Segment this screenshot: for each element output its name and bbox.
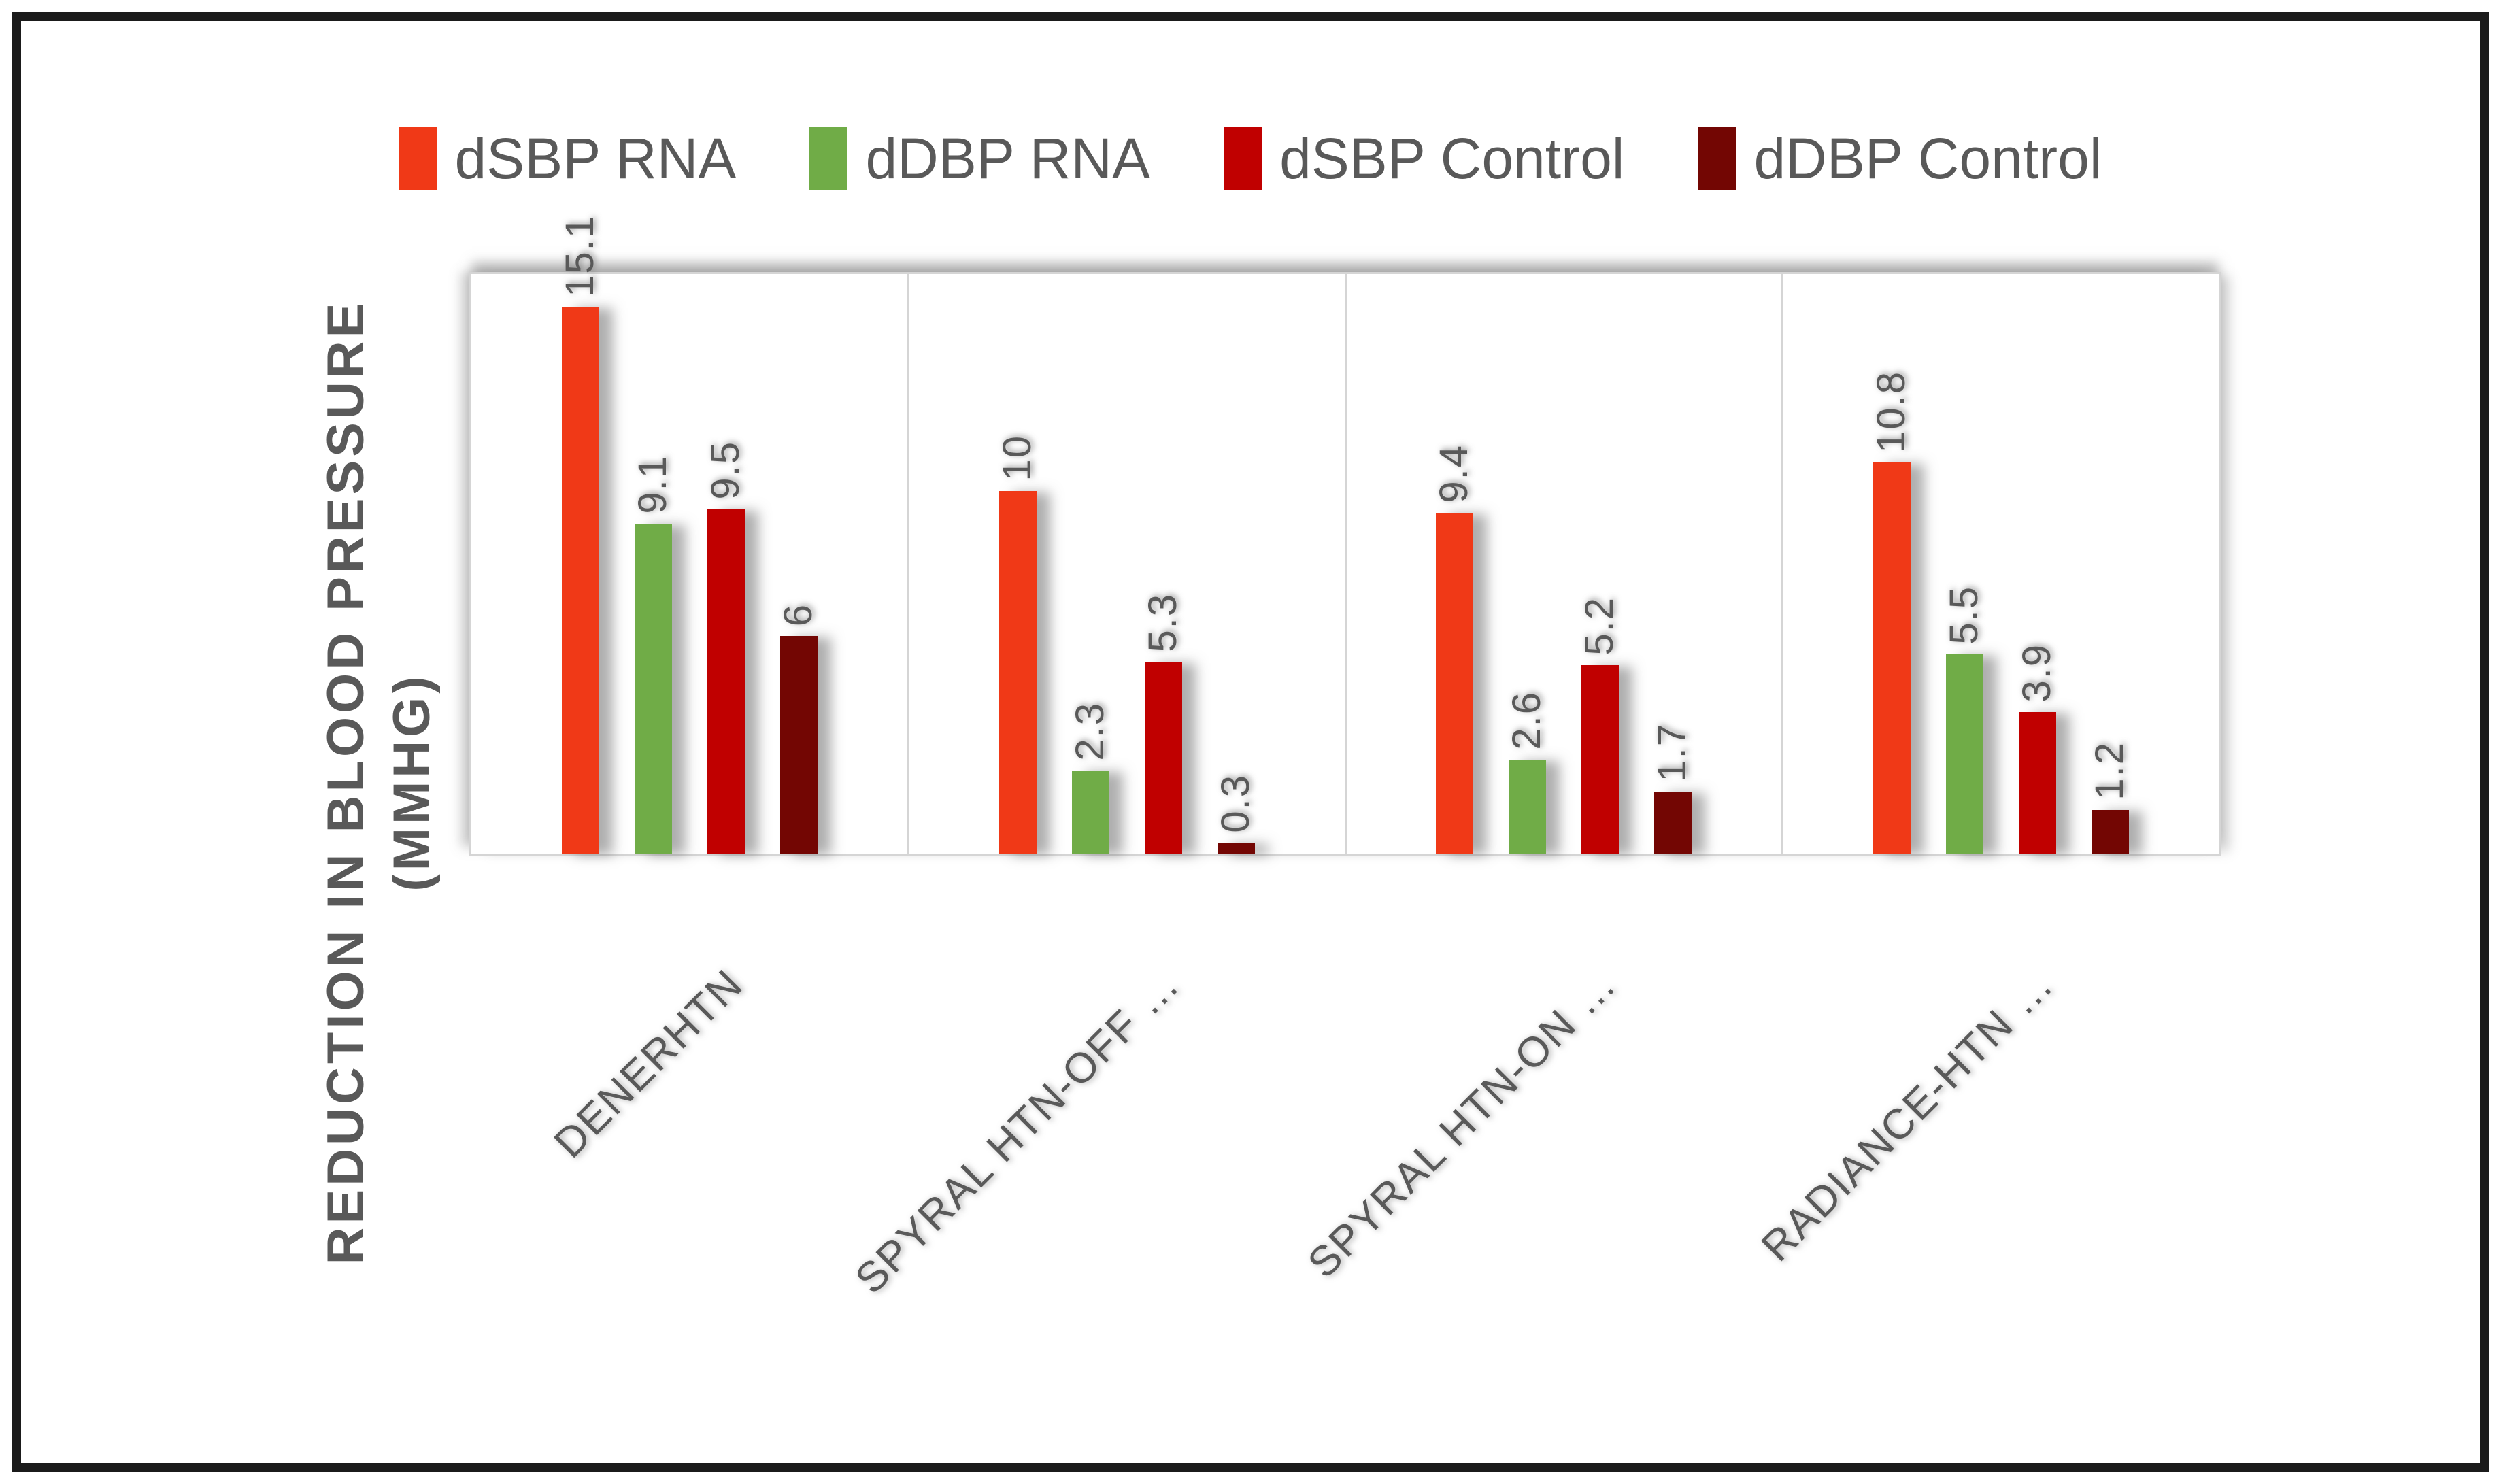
bar-ddbp-rna — [1946, 654, 1983, 854]
bar-ddbp-control — [780, 636, 818, 854]
legend-label: dSBP RNA — [454, 127, 737, 190]
bar-value-label: 3.9 — [2015, 643, 2059, 703]
bar-dsbp-control — [707, 509, 745, 854]
legend-label: dDBP Control — [1753, 127, 2102, 190]
bar-value-label: 5.3 — [1141, 593, 1185, 652]
bar-dsbp-rna — [1436, 513, 1473, 854]
category-divider — [1344, 274, 1347, 854]
legend-swatch-icon — [809, 127, 848, 190]
bar-value-label: 5.2 — [1577, 596, 1622, 656]
legend-item: dSBP RNA — [399, 127, 736, 190]
chart-legend: dSBP RNA dDBP RNA dSBP Control dDBP Control — [0, 114, 2501, 203]
legend-swatch-icon — [1698, 127, 1736, 190]
bar-ddbp-rna — [1509, 760, 1546, 854]
bar-dsbp-rna — [999, 491, 1037, 854]
bar-value-label: 1.2 — [2087, 741, 2132, 800]
legend-swatch-icon — [1224, 127, 1262, 190]
category-divider — [907, 274, 909, 854]
bar-value-label: 9.4 — [1432, 444, 1476, 503]
bar-value-label: 10 — [995, 435, 1039, 482]
y-axis-title-line1: REDUCTION IN BLOOD PRESSURE — [317, 299, 375, 1265]
bar-dsbp-control — [1145, 662, 1182, 854]
bar-dsbp-control — [2019, 712, 2056, 854]
bar-dsbp-rna — [1873, 462, 1911, 854]
y-axis-title-line2: (MMHG) — [383, 673, 441, 892]
page-border — [12, 12, 2489, 1472]
bar-value-label: 10.8 — [1869, 371, 1913, 453]
legend-item: dDBP Control — [1698, 127, 2102, 190]
legend-swatch-icon — [399, 127, 437, 190]
bar-value-label: 5.5 — [1942, 586, 1986, 645]
bar-ddbp-control — [1654, 792, 1692, 854]
bar-value-label: 2.3 — [1068, 702, 1112, 761]
bar-value-label: 2.6 — [1505, 691, 1549, 750]
bar-value-label: 0.3 — [1213, 774, 1258, 833]
plot-area — [469, 272, 2221, 856]
legend-label: dSBP Control — [1279, 127, 1625, 190]
legend-label: dDBP RNA — [865, 127, 1151, 190]
bar-ddbp-control — [2092, 810, 2129, 854]
legend-item: dDBP RNA — [809, 127, 1150, 190]
bar-value-label: 6 — [776, 603, 820, 626]
bar-ddbp-control — [1218, 843, 1255, 854]
y-axis-title: REDUCTION IN BLOOD PRESSURE (MMHG) — [313, 252, 449, 1313]
bar-dsbp-rna — [562, 307, 599, 854]
bar-ddbp-rna — [1072, 771, 1109, 854]
bar-value-label: 15.1 — [558, 215, 602, 297]
bar-ddbp-rna — [635, 524, 672, 854]
legend-item: dSBP Control — [1224, 127, 1624, 190]
bar-dsbp-control — [1581, 665, 1619, 854]
bar-value-label: 1.7 — [1650, 723, 1694, 782]
bar-value-label: 9.5 — [703, 441, 748, 500]
bar-value-label: 9.1 — [631, 455, 675, 514]
category-divider — [1781, 274, 1783, 854]
